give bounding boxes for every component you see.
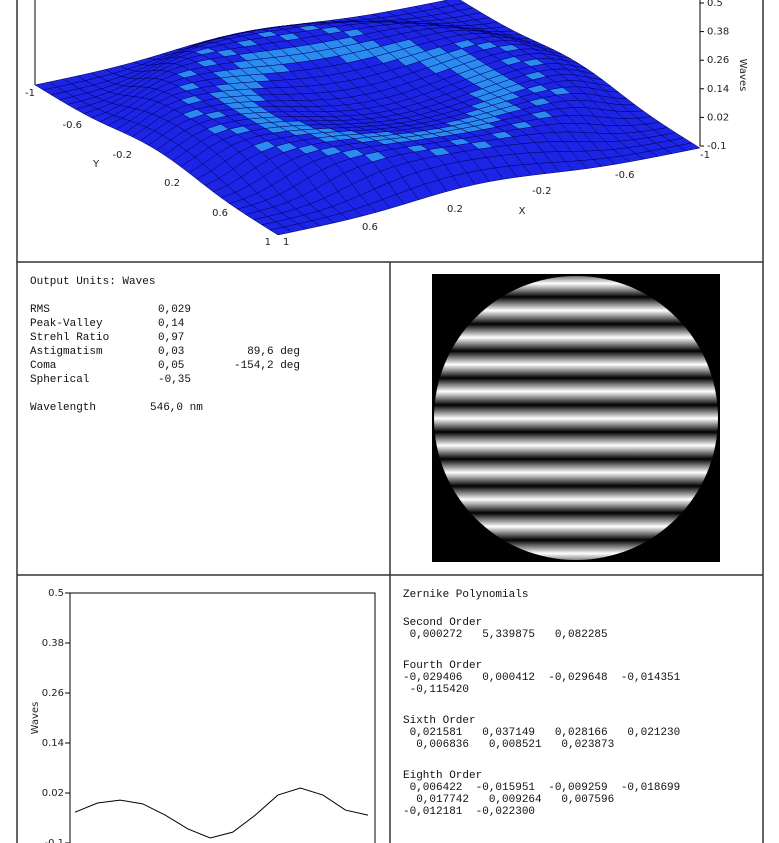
stat-text: RMS bbox=[30, 304, 50, 316]
z-tick-label: 0.14 bbox=[707, 84, 729, 95]
stat-text: Spherical bbox=[30, 374, 89, 386]
y-tick-label: 0.2 bbox=[164, 178, 180, 189]
zernike-line: 0,017742 0,009264 0,007596 bbox=[403, 794, 614, 806]
zernike-line: 0,021581 0,037149 0,028166 0,021230 bbox=[403, 727, 680, 739]
plot-frame bbox=[69, 592, 376, 843]
x-tick-label: -0.6 bbox=[615, 170, 635, 181]
z-tick-label: -0.1 bbox=[707, 141, 727, 152]
stat-text: Strehl Ratio bbox=[30, 332, 109, 344]
stat-text: Wavelength bbox=[30, 402, 96, 414]
zernike-heading: Fourth Order bbox=[403, 660, 482, 672]
z-tick-label: 0.38 bbox=[707, 27, 729, 38]
x-tick-label: 0.2 bbox=[447, 204, 463, 215]
zernike-line: 0,006422 -0,015951 -0,009259 -0,018699 bbox=[403, 782, 680, 794]
z-tick-label: 0.26 bbox=[707, 55, 729, 66]
zernike-title: Zernike Polynomials bbox=[403, 589, 528, 601]
stat-text: -0,35 bbox=[158, 374, 191, 386]
x-tick-label: -0.2 bbox=[532, 186, 552, 197]
surface-cell bbox=[269, 226, 293, 236]
y-tick-label: -0.1 bbox=[44, 838, 64, 843]
x-tick-label: -1 bbox=[700, 150, 710, 161]
y-tick-label: 0.38 bbox=[42, 638, 64, 649]
zernike-line: -0,115420 bbox=[403, 684, 469, 696]
stat-text: 89,6 deg bbox=[247, 346, 300, 358]
y-tick-label: 0.6 bbox=[212, 208, 228, 219]
z-axis-label: Waves bbox=[737, 59, 748, 92]
surface-plot bbox=[34, 0, 701, 236]
zernike-line: 0,006836 0,008521 0,023873 bbox=[403, 739, 614, 751]
x-axis-label: X bbox=[519, 206, 526, 217]
z-tick-label: 0.5 bbox=[707, 0, 723, 9]
stat-text: 546,0 nm bbox=[150, 402, 203, 414]
stat-text: Astigmatism bbox=[30, 346, 103, 358]
stat-text: -154,2 deg bbox=[234, 360, 300, 372]
stat-text: 0,05 bbox=[158, 360, 184, 372]
y-tick-label: -1 bbox=[25, 88, 35, 99]
y-axis-label: Y bbox=[92, 159, 100, 170]
z-tick-label: 0.02 bbox=[707, 112, 729, 123]
zernike-heading: Second Order bbox=[403, 617, 482, 629]
y-axis-label: Waves bbox=[30, 702, 41, 735]
zernike-heading: Eighth Order bbox=[403, 770, 482, 782]
zernike-line: -0,012181 -0,022300 bbox=[403, 806, 535, 818]
stat-text: Peak-Valley bbox=[30, 318, 103, 330]
y-tick-label: 0.5 bbox=[48, 588, 64, 599]
stats-title: Output Units: Waves bbox=[30, 276, 155, 288]
zernike-line: 0,000272 5,339875 0,082285 bbox=[403, 629, 608, 641]
zernike-heading: Sixth Order bbox=[403, 715, 476, 727]
stat-text: Coma bbox=[30, 360, 57, 372]
fringe-pattern bbox=[434, 276, 718, 560]
stat-text: 0,03 bbox=[158, 346, 184, 358]
y-tick-label: 0.26 bbox=[42, 688, 64, 699]
y-tick-label: -0.2 bbox=[112, 150, 132, 161]
y-tick-label: 0.02 bbox=[42, 788, 64, 799]
y-tick-label: 0.14 bbox=[42, 738, 64, 749]
x-tick-label: 1 bbox=[283, 237, 289, 248]
y-tick-label: 1 bbox=[265, 237, 271, 248]
stat-text: 0,029 bbox=[158, 304, 191, 316]
profile-line bbox=[74, 787, 369, 839]
x-tick-label: 0.6 bbox=[362, 222, 378, 233]
stat-text: 0,97 bbox=[158, 332, 184, 344]
zernike-line: -0,029406 0,000412 -0,029648 -0,014351 bbox=[403, 672, 681, 684]
y-tick-label: -0.6 bbox=[62, 120, 82, 131]
stat-text: 0,14 bbox=[158, 318, 185, 330]
